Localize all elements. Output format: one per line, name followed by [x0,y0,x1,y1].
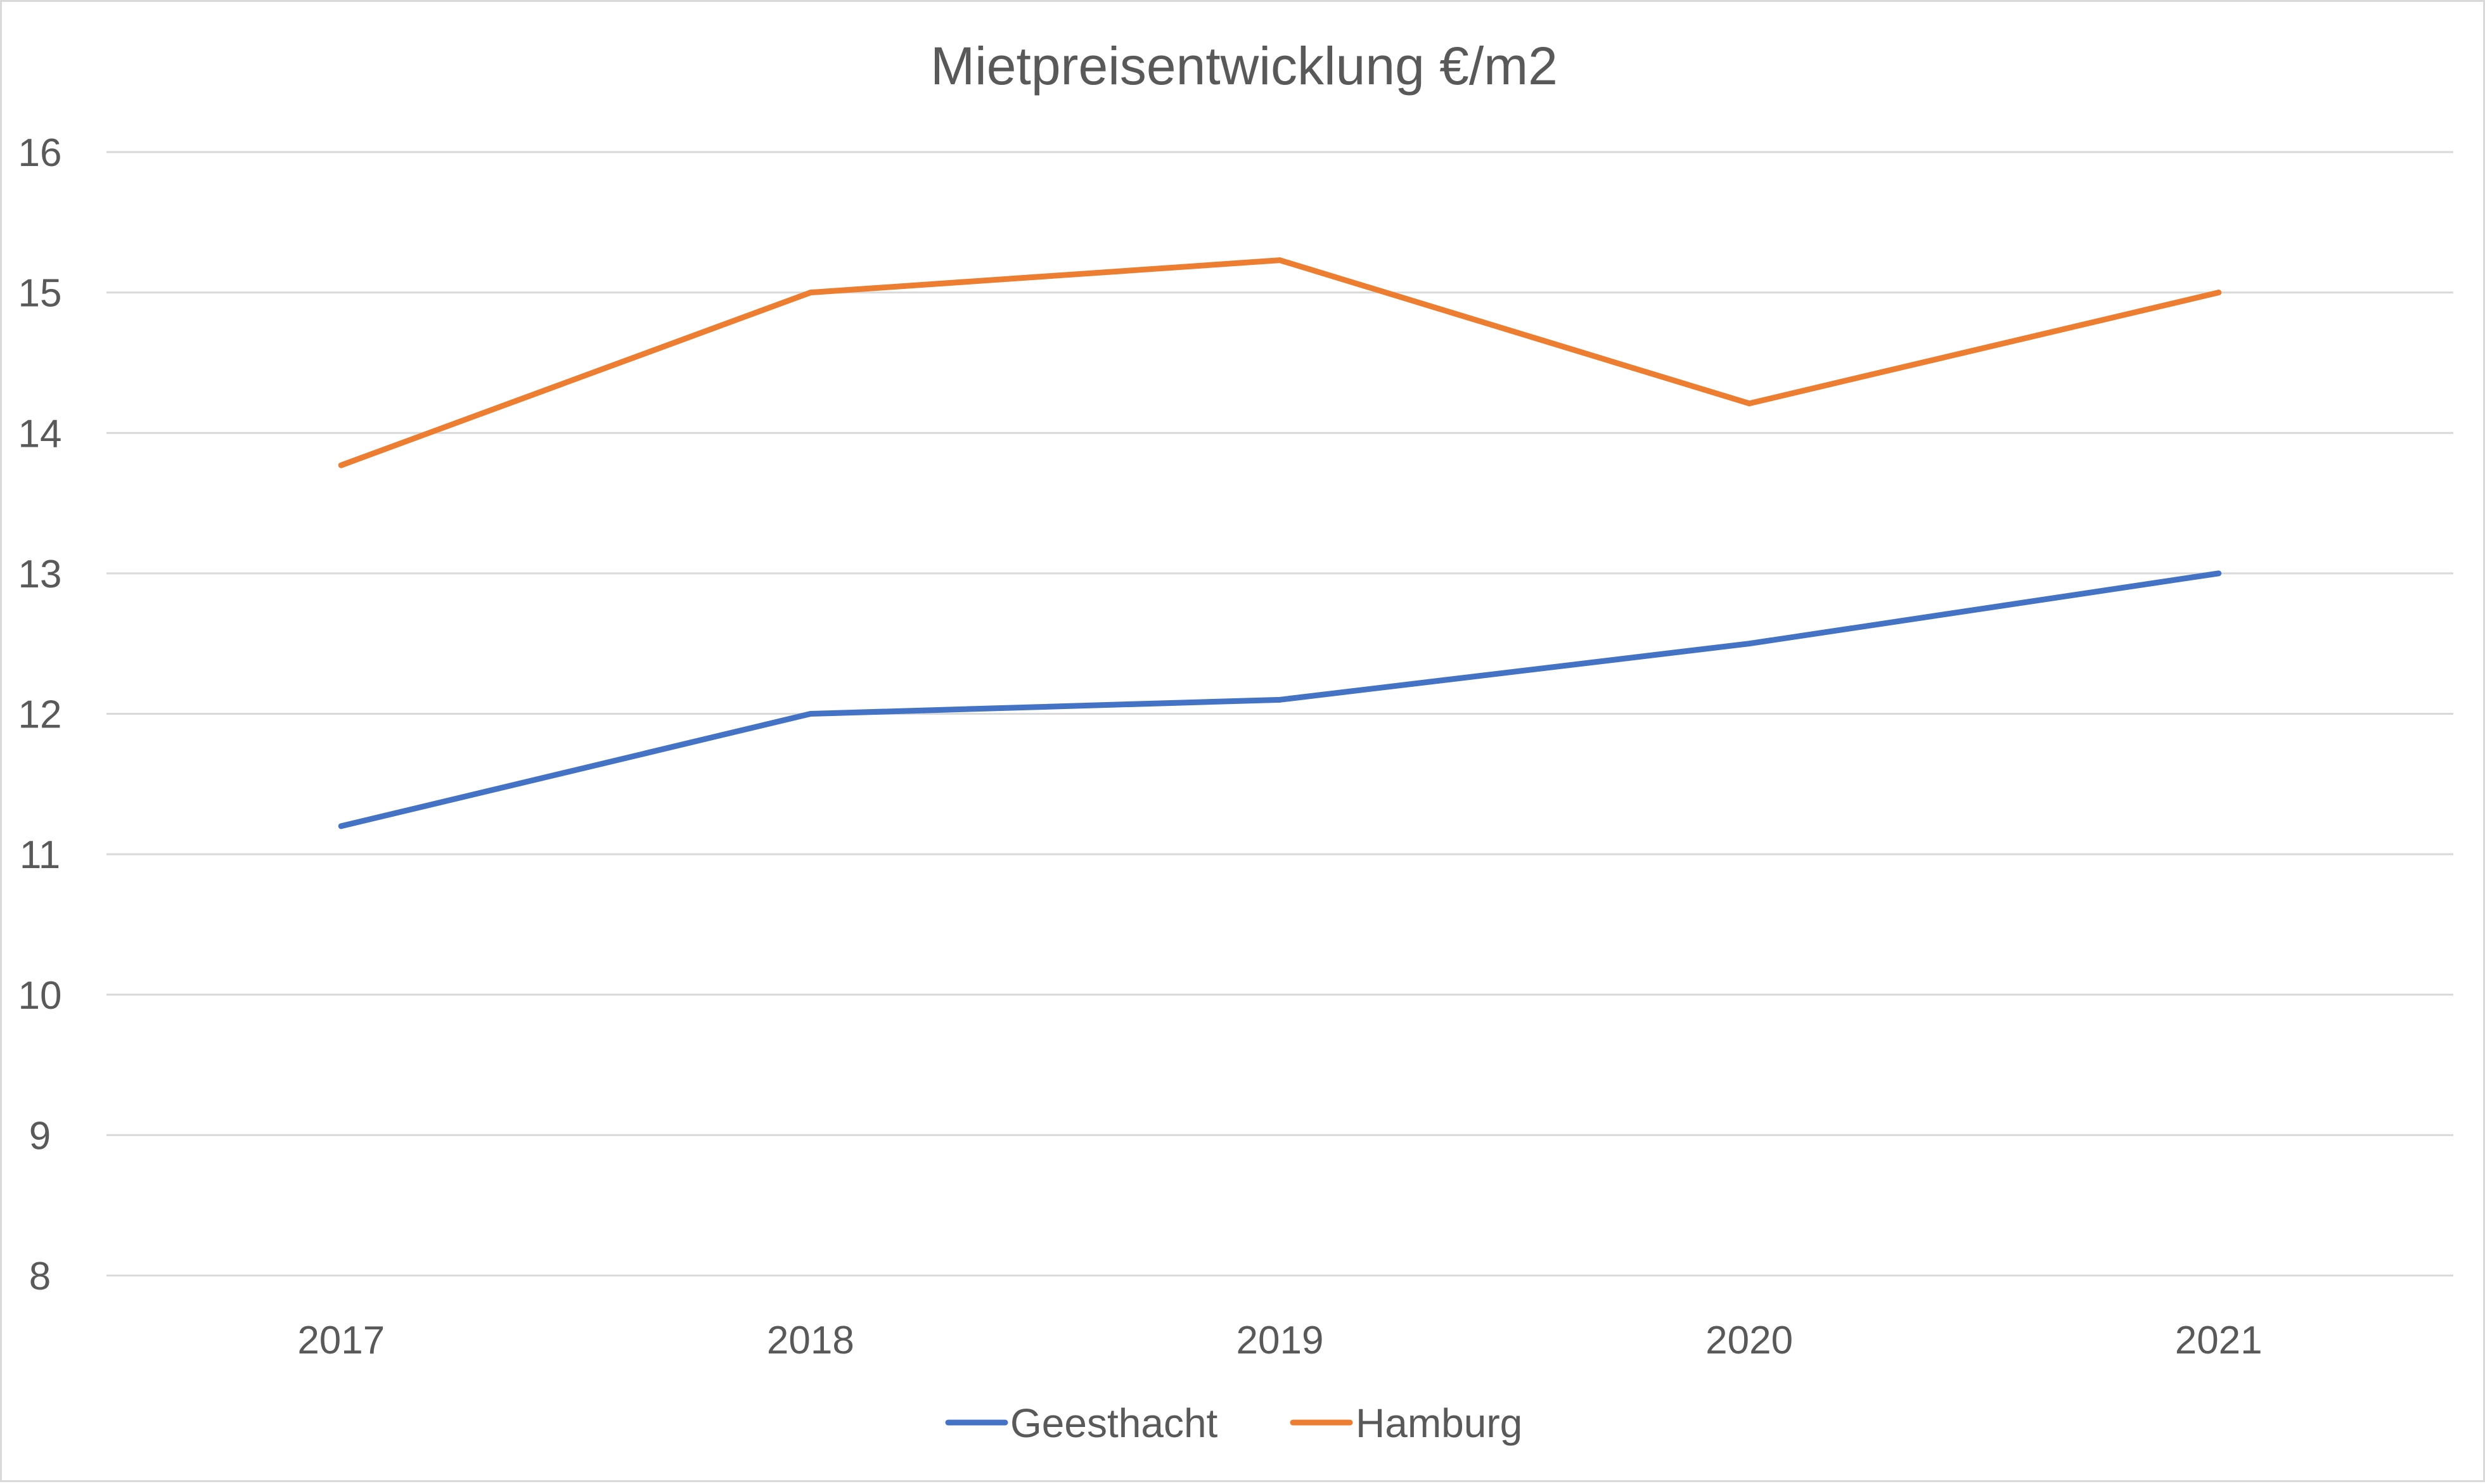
x-tick-label: 2017 [297,1319,385,1362]
legend: Geesthacht Hamburg [945,1400,1522,1446]
data-point [2216,290,2222,296]
y-axis-ticks: 8 9 10 11 12 13 14 15 16 [18,131,62,1298]
y-tick-label: 9 [29,1114,51,1158]
gridlines [106,151,2453,1277]
series-lines [338,257,2222,829]
y-tick-label: 11 [20,833,60,877]
x-tick-label: 2021 [2175,1319,2263,1362]
data-point [2216,570,2222,577]
data-point [338,823,344,829]
data-point [807,290,814,296]
data-point [1277,696,1283,703]
legend-item-geesthacht: Geesthacht [945,1400,1218,1446]
data-point [807,711,814,717]
data-point [338,462,344,468]
y-tick-label: 13 [18,553,62,596]
data-point [1277,257,1283,264]
legend-label: Hamburg [1356,1400,1522,1446]
series-line-hamburg [338,257,2222,468]
y-tick-label: 8 [29,1255,51,1298]
chart-title: Mietpreisentwicklung €/m2 [930,36,1558,96]
y-tick-label: 10 [18,974,62,1018]
x-tick-label: 2019 [1236,1319,1324,1362]
y-tick-label: 12 [18,693,62,737]
y-tick-label: 14 [18,412,62,456]
x-tick-label: 2020 [1705,1319,1793,1362]
legend-item-hamburg: Hamburg [1290,1400,1522,1446]
data-point [1746,400,1752,407]
y-tick-label: 16 [18,131,62,175]
y-tick-label: 15 [18,272,62,316]
data-point [1746,641,1752,647]
x-tick-label: 2018 [767,1319,854,1362]
legend-label: Geesthacht [1010,1400,1218,1446]
x-axis-ticks: 2017 2018 2019 2020 2021 [297,1319,2262,1362]
